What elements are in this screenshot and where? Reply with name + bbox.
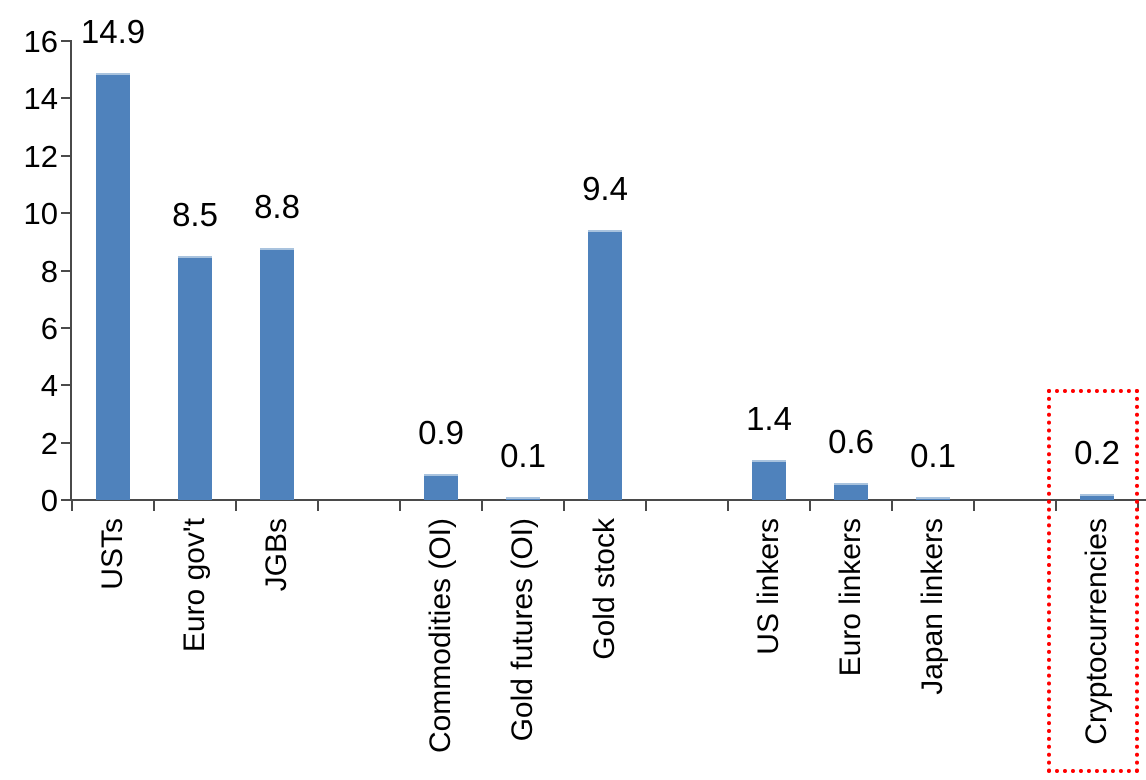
bar-japan-linkers <box>916 497 950 500</box>
value-label: 0.1 <box>910 437 956 474</box>
x-tick <box>645 500 647 511</box>
value-label: 14.9 <box>80 12 146 50</box>
x-tick <box>399 500 401 511</box>
bar-us-linkers <box>752 459 786 500</box>
x-tick <box>809 500 811 511</box>
bar-jgbs <box>260 247 294 500</box>
x-tick <box>727 500 729 511</box>
x-tick <box>153 500 155 511</box>
value-label: 0.2 <box>1074 434 1120 472</box>
x-axis-label: Euro gov't <box>178 518 211 653</box>
y-tick <box>61 40 72 42</box>
x-tick <box>481 500 483 511</box>
value-label: 9.4 <box>582 170 628 208</box>
bar-gold-futures-oi- <box>506 497 540 500</box>
bar-gold-stock <box>588 230 622 500</box>
value-label: 0.1 <box>500 437 546 474</box>
highlight-dotted-box <box>1047 389 1139 773</box>
y-tick-label: 12 <box>23 138 58 174</box>
x-axis-label: JGBs <box>260 518 293 592</box>
y-tick-label: 10 <box>23 196 58 232</box>
y-tick-label: 6 <box>40 310 58 346</box>
value-label: 8.5 <box>172 196 218 234</box>
y-tick-label: 16 <box>23 24 58 59</box>
x-axis-line <box>61 499 1146 501</box>
value-label: 0.9 <box>418 414 464 452</box>
bar-usts <box>96 72 130 500</box>
x-axis-label: Euro linkers <box>834 518 867 677</box>
y-tick <box>61 212 72 215</box>
x-tick <box>235 500 237 511</box>
x-tick <box>71 500 73 511</box>
x-tick <box>563 500 565 511</box>
y-tick <box>61 384 72 387</box>
x-axis-label: Gold stock <box>588 518 621 660</box>
y-tick <box>61 154 72 157</box>
x-tick <box>891 500 893 511</box>
bar-commodities-oi- <box>424 474 458 500</box>
x-axis-label: USTs <box>96 518 129 590</box>
bar-euro-gov-t <box>178 256 212 500</box>
value-label: 8.8 <box>254 187 300 225</box>
x-axis-label: Japan linkers <box>916 518 949 695</box>
y-tick-label: 14 <box>23 81 58 117</box>
y-tick-label: 4 <box>40 368 58 404</box>
x-axis-label: Gold futures (OI) <box>506 518 539 742</box>
bar-euro-linkers <box>834 482 868 500</box>
y-tick-label: 2 <box>40 425 58 461</box>
y-tick <box>61 269 72 272</box>
bar-cryptocurrencies <box>1080 494 1114 500</box>
x-axis-label: US linkers <box>752 518 785 655</box>
value-label: 0.6 <box>828 422 874 460</box>
x-axis-label: Commodities (OI) <box>424 518 457 754</box>
y-tick <box>61 97 72 100</box>
y-tick-label: 0 <box>40 483 58 518</box>
x-tick <box>1055 500 1057 511</box>
y-tick-label: 8 <box>40 253 58 289</box>
value-label: 1.4 <box>746 399 792 437</box>
x-tick <box>317 500 319 511</box>
y-tick <box>61 441 72 444</box>
x-tick <box>973 500 975 511</box>
y-tick <box>61 326 72 329</box>
